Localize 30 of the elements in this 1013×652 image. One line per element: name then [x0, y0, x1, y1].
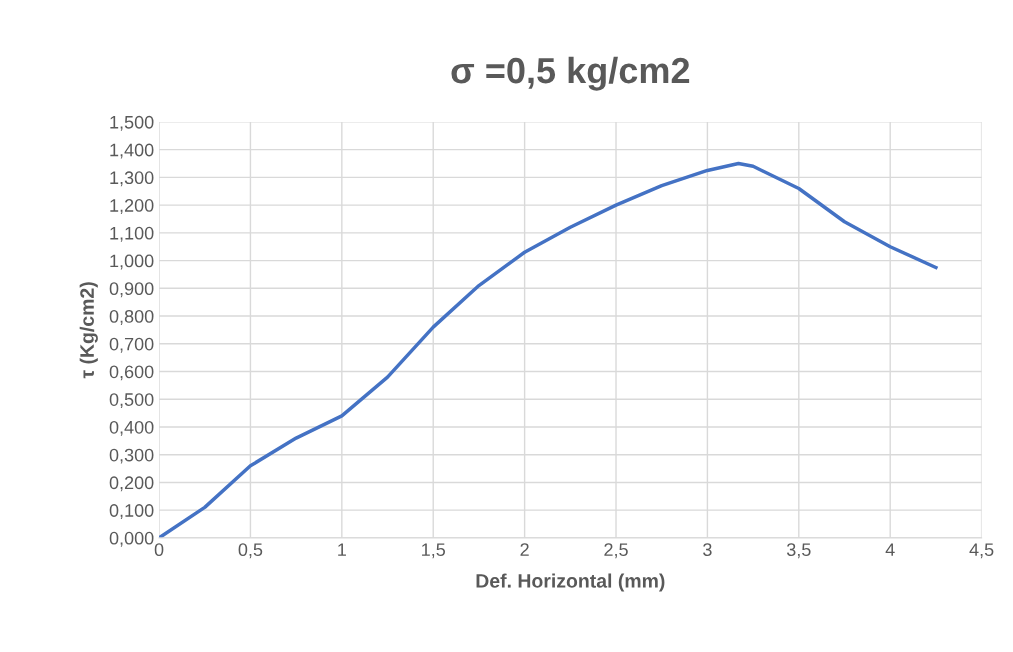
y-tick-label: 1,000 [110, 254, 154, 270]
y-tick-label: 0,400 [109, 420, 154, 436]
y-tick-label: 1,500 [110, 115, 154, 131]
y-tick-label: 1,100 [110, 226, 154, 242]
x-tick-label: 4 [885, 543, 895, 556]
y-tick-label: 1,300 [110, 171, 154, 187]
x-tick-label: 1,5 [422, 543, 446, 559]
x-tick-label: 4,5 [969, 543, 994, 559]
y-tick-label: 0,700 [109, 337, 154, 353]
x-axis-title: Def. Horizontal (mm) [476, 573, 665, 592]
y-tick-label: 0,900 [109, 282, 154, 298]
y-tick-label: 0,300 [109, 448, 154, 464]
y-tick-label: 0,000 [109, 531, 154, 547]
y-tick-label: 0,200 [109, 476, 154, 492]
x-tick-label: 2 [520, 543, 529, 556]
x-tick-label: 3 [703, 543, 712, 557]
y-tick-label: 0,500 [109, 393, 154, 409]
y-tick-label: 1,200 [110, 199, 154, 214]
chart-title: σ =0,5 kg/cm2 [451, 56, 690, 91]
x-tick-label: 3,5 [786, 543, 811, 559]
y-axis-title: τ (Kg/cm2) [79, 282, 98, 379]
y-tick-label: 1,400 [110, 143, 154, 159]
line-series [159, 161, 938, 538]
y-tick-label: 0,600 [109, 365, 154, 381]
x-tick-label: 1 [338, 543, 346, 556]
x-tick-label: 2,5 [604, 543, 628, 559]
x-tick-label: 0 [154, 543, 164, 557]
y-tick-label: 0,800 [109, 309, 154, 325]
y-tick-label: 0,100 [109, 504, 154, 520]
x-tick-label: 0,5 [238, 543, 263, 559]
